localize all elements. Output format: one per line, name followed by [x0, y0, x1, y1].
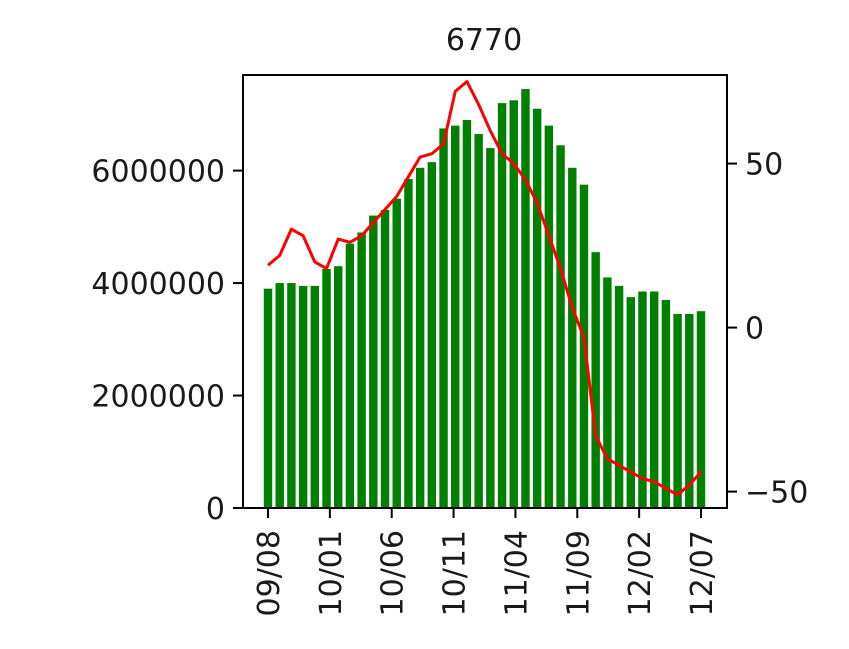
x-tick-label: 10/06: [376, 530, 411, 616]
bar: [404, 179, 413, 508]
bar: [392, 198, 401, 508]
y-tick-label: 6000000: [91, 155, 225, 190]
x-tick-label: 11/09: [561, 530, 596, 616]
bar: [626, 297, 635, 508]
bar: [415, 167, 425, 509]
bar: [298, 285, 308, 508]
y-tick-label: 2000000: [91, 380, 225, 415]
line-series: [267, 80, 703, 497]
bar: [696, 311, 706, 508]
x-tick-label: 10/01: [314, 530, 349, 616]
x-tick-label: 12/02: [623, 530, 658, 616]
x-tick-label: 12/07: [685, 530, 720, 616]
bar: [357, 232, 366, 508]
y-tick-label: 0: [206, 492, 225, 527]
bar: [310, 285, 320, 508]
x-tick-label: 09/08: [252, 530, 287, 616]
bar: [497, 103, 507, 509]
bar: [568, 167, 577, 509]
bar: [263, 288, 273, 508]
plot-frame: [242, 74, 728, 509]
bar: [638, 291, 647, 508]
bar: [685, 313, 694, 508]
bar: [334, 266, 343, 508]
chart-title: 6770: [446, 23, 522, 58]
bar: [380, 209, 390, 508]
bar: [661, 299, 671, 508]
bar: [532, 108, 542, 509]
bar: [603, 277, 612, 508]
bar: [345, 243, 355, 508]
bar-series: [263, 89, 706, 509]
x-tick-label: 11/04: [499, 530, 534, 616]
x-axis: 09/08 10/01 10/06 10/11 11/04 11/09 12/02 12/07: [252, 508, 720, 616]
x-tick-label: 10/11: [438, 530, 473, 616]
bar: [275, 283, 284, 508]
y2-tick-label: 0: [745, 312, 764, 347]
bar: [439, 128, 448, 509]
bar: [451, 125, 460, 509]
left-y-axis: 0 2000000 4000000 6000000: [91, 155, 243, 527]
bar: [521, 89, 530, 508]
bar: [614, 285, 624, 508]
bar: [649, 291, 659, 508]
y-tick-label: 4000000: [91, 267, 225, 302]
bar: [322, 269, 331, 508]
bar: [591, 252, 600, 508]
bar: [673, 313, 682, 508]
bar: [544, 125, 554, 509]
bar: [486, 148, 495, 508]
bar: [556, 145, 565, 509]
y2-tick-label: 50: [745, 148, 783, 183]
bar: [509, 100, 518, 508]
right-y-axis: −50 0 50: [727, 148, 808, 511]
y2-tick-label: −50: [745, 476, 808, 511]
bar: [474, 134, 483, 509]
bar: [287, 283, 296, 508]
bar: [462, 119, 472, 509]
line-path: [267, 80, 703, 497]
bar: [369, 215, 378, 508]
bar: [427, 162, 437, 508]
